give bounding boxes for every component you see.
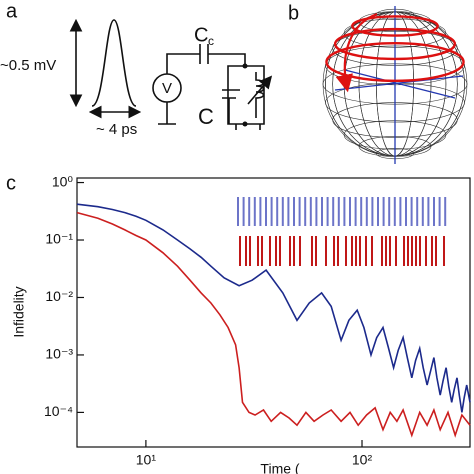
x-tick-label: 10² [352, 452, 373, 468]
coupling-sub: c [208, 34, 214, 48]
axis [344, 69, 456, 99]
coupling-label: C [194, 24, 208, 46]
axis [334, 75, 464, 91]
trajectory [333, 27, 457, 61]
circuit [152, 44, 273, 130]
node [242, 121, 248, 127]
series-line [76, 211, 471, 438]
node [242, 63, 248, 69]
trajectory [335, 12, 378, 93]
meter-label: V [162, 80, 172, 97]
x-tick-label: 10¹ [136, 452, 157, 468]
plot-frame [76, 177, 471, 448]
panel-label: c [6, 172, 16, 194]
y-tick-label: 10⁻³ [45, 346, 73, 362]
amp-label: ~0.5 mV [0, 57, 56, 74]
width-label: ~ 4 ps [96, 121, 137, 138]
inset [237, 197, 447, 266]
panel-label: b [288, 2, 299, 24]
panel-label: a [6, 0, 18, 22]
trajectory [351, 15, 439, 37]
pulse [91, 19, 137, 107]
series-line [76, 203, 471, 413]
y-tick-label: 10⁻⁴ [44, 403, 73, 419]
cap-label: C [198, 104, 214, 129]
trajectory [325, 41, 465, 83]
x-axis-label: Time ( [260, 461, 299, 474]
y-tick-label: 10⁻² [45, 288, 73, 304]
y-axis-label: Infidelity [11, 286, 27, 337]
y-tick-label: 10⁻¹ [45, 231, 73, 247]
y-tick-label: 10⁰ [52, 173, 74, 189]
bloch-sphere [322, 6, 468, 164]
